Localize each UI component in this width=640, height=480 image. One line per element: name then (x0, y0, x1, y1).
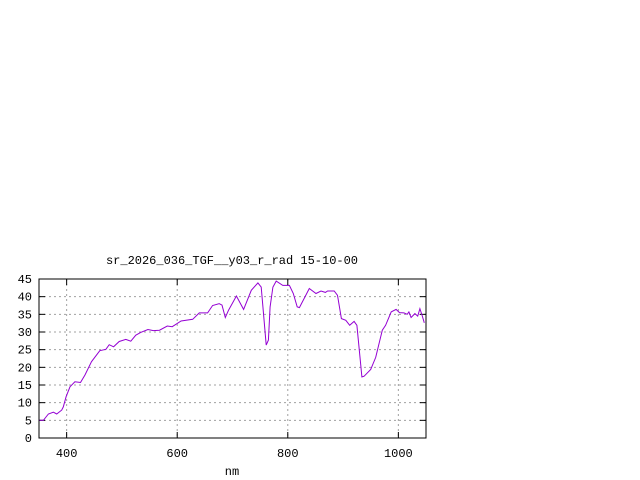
y-tick-label: 30 (18, 326, 32, 340)
y-tick-label: 5 (25, 414, 32, 428)
y-tick-label: 45 (18, 273, 32, 287)
grid (39, 279, 426, 438)
plot-border (38, 278, 427, 439)
x-tick-label: 600 (166, 447, 188, 461)
y-tick-label: 25 (18, 344, 32, 358)
y-tick-label: 20 (18, 361, 32, 375)
x-tick-label: 400 (56, 447, 78, 461)
x-tick-label: 1000 (384, 447, 413, 461)
y-tick-label: 0 (25, 432, 32, 446)
x-tick-label: 800 (277, 447, 299, 461)
series-line (39, 280, 425, 421)
y-tick-label: 35 (18, 308, 32, 322)
x-axis-label: nm (225, 465, 239, 479)
y-tick-label: 15 (18, 379, 32, 393)
y-tick-label: 10 (18, 397, 32, 411)
chart-title: sr_2026_036_TGF__y03_r_rad 15-10-00 (106, 254, 358, 268)
y-axis: 0 5 10 15 20 25 30 35 40 45 (18, 273, 426, 446)
x-axis: 400 600 800 1000 (56, 279, 413, 461)
y-tick-label: 40 (18, 291, 32, 305)
